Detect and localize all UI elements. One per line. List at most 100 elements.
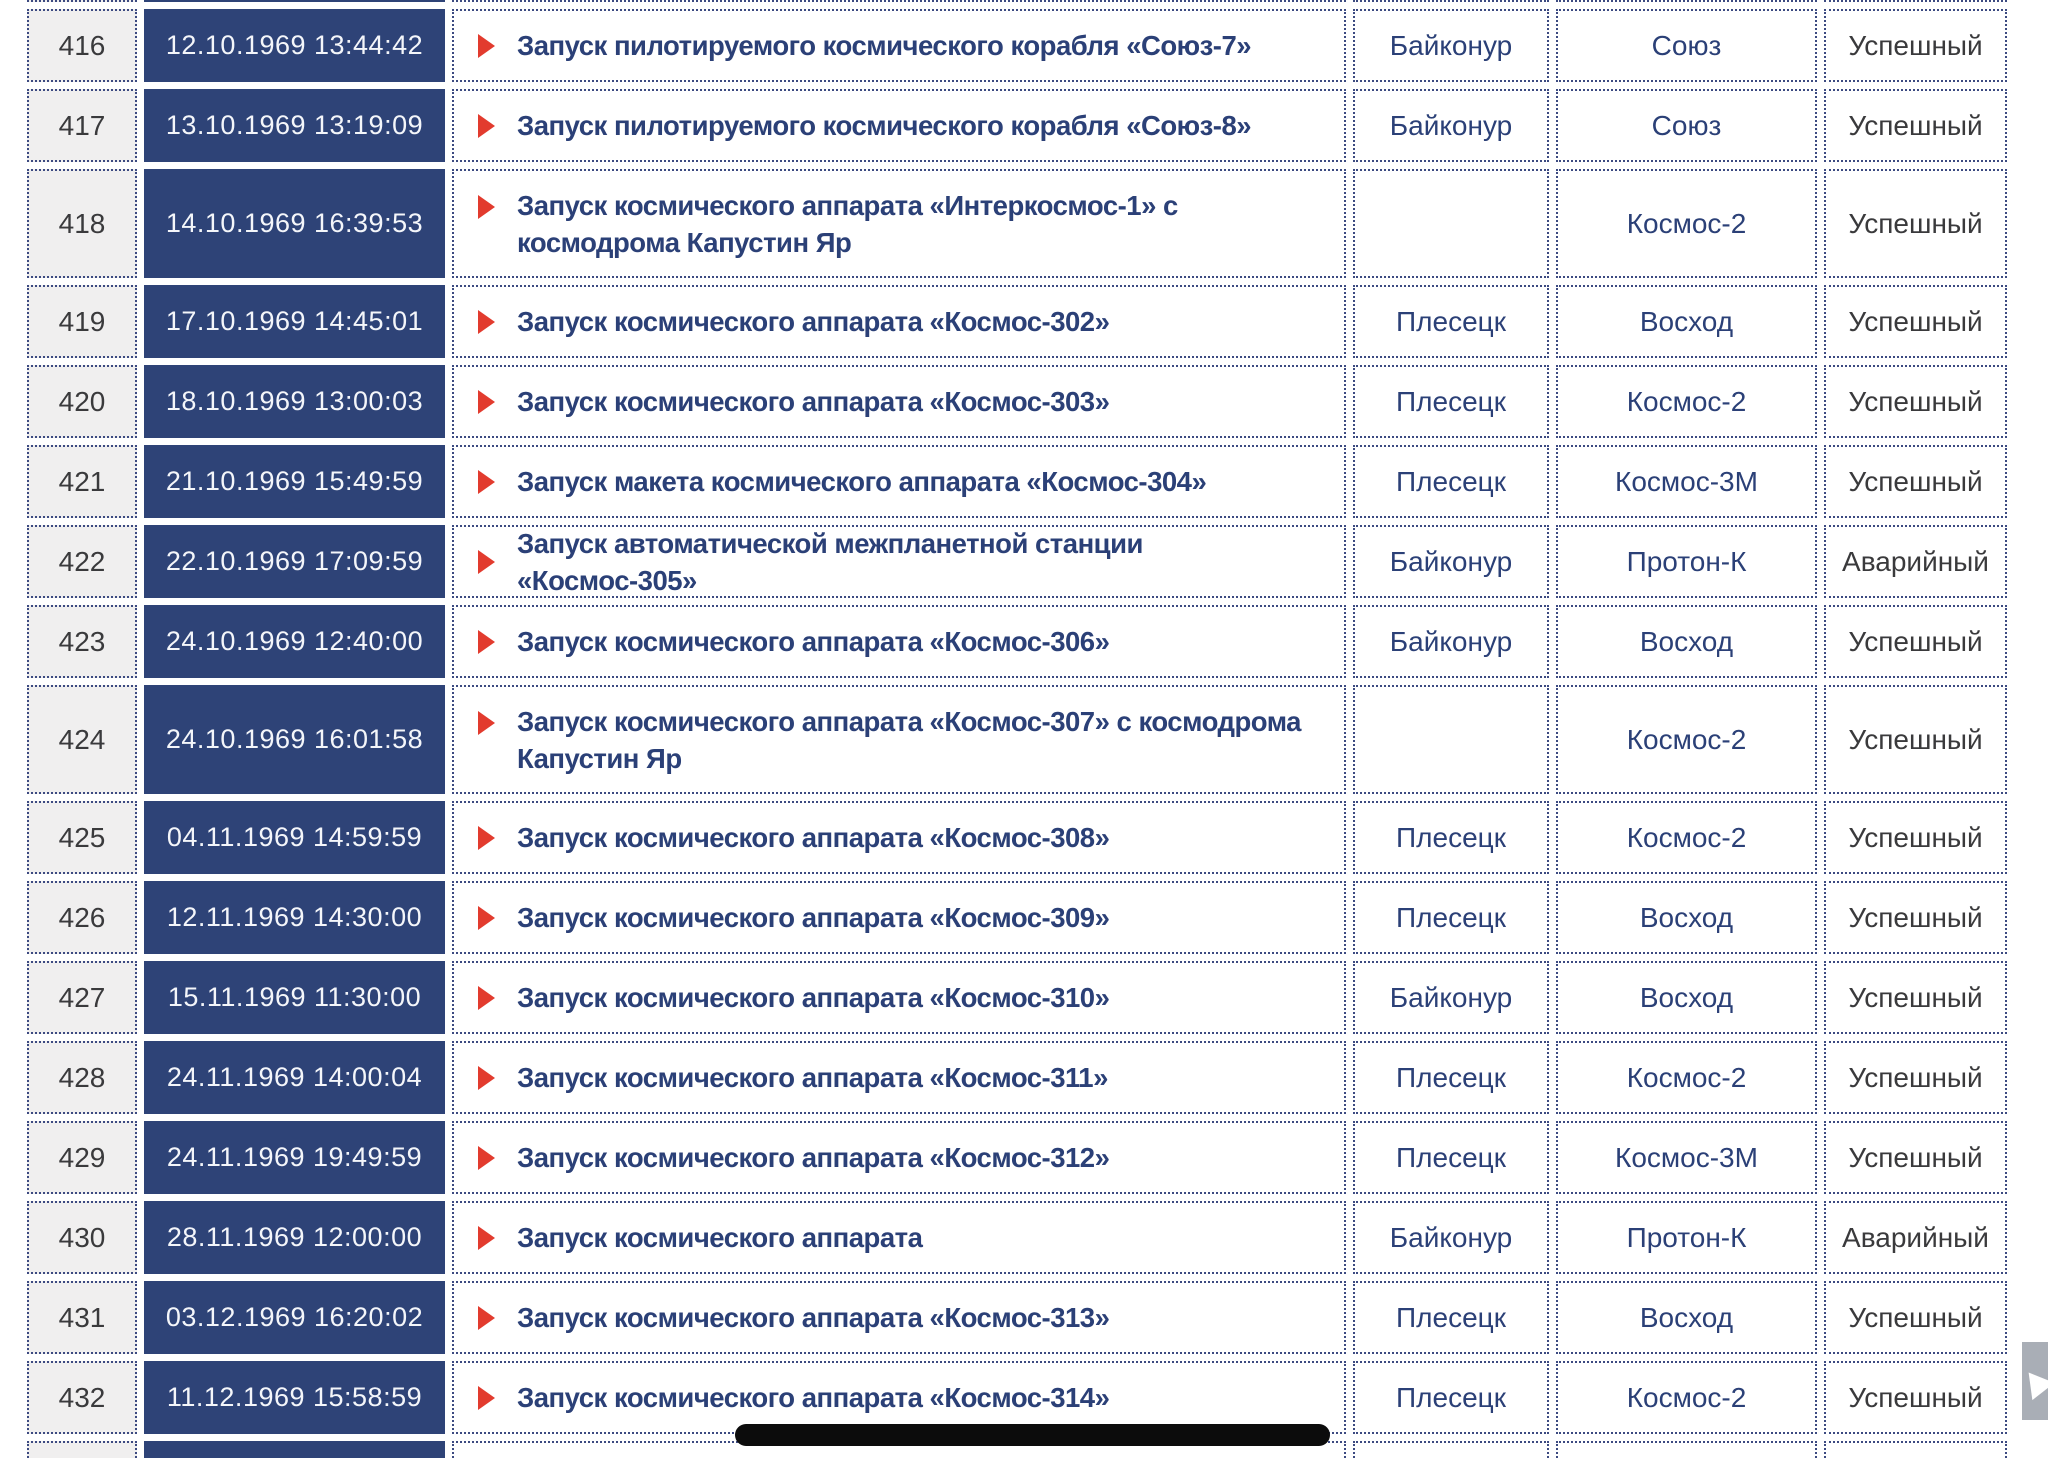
status-cell: Успешный	[1824, 801, 2007, 874]
launch-description-cell: Запуск макета космического аппарата «Кос…	[452, 445, 1346, 518]
launch-datetime-cell: 21.10.1969 15:49:59	[144, 445, 445, 518]
rocket-cell: Восход	[1556, 881, 1817, 954]
launch-description-link[interactable]: Запуск космического аппарата «Космос-308…	[517, 822, 1110, 853]
row-number-cell: 430	[27, 1201, 137, 1274]
table-row: 420 18.10.1969 13:00:03 Запуск космическ…	[27, 365, 2007, 438]
play-triangle-icon	[478, 469, 495, 494]
rocket-cell: Восход	[1556, 285, 1817, 358]
status-cell: Успешный	[1824, 169, 2007, 278]
launch-description-cell: Запуск космического аппарата «Космос-310…	[452, 961, 1346, 1034]
row-number-cell: 425	[27, 801, 137, 874]
launch-description-cell: Запуск космического аппарата «Космос-312…	[452, 1121, 1346, 1194]
launch-datetime-cell: 11.12.1969 15:58:59	[144, 1361, 445, 1434]
cosmodrome-cell: Плесецк	[1353, 285, 1549, 358]
status-cell: Аварийный	[1824, 525, 2007, 598]
launch-datetime-cell: 12.10.1969 13:44:42	[144, 9, 445, 82]
status-cell: Успешный	[1824, 1361, 2007, 1434]
table-row: 419 17.10.1969 14:45:01 Запуск космическ…	[27, 285, 2007, 358]
launch-description-cell: Запуск космического аппарата «Космос-313…	[452, 1281, 1346, 1354]
rocket-cell	[1556, 0, 1817, 2]
play-triangle-icon	[478, 1145, 495, 1170]
rocket-cell: Космос-3М	[1556, 1121, 1817, 1194]
launch-description-link[interactable]: Запуск космического аппарата «Космос-312…	[517, 1142, 1110, 1173]
play-triangle-icon	[478, 309, 495, 334]
cosmodrome-cell: Плесецк	[1353, 1281, 1549, 1354]
launch-datetime-cell: 15.11.1969 11:30:00	[144, 961, 445, 1034]
scroll-top-button[interactable]	[2017, 1342, 2048, 1420]
launch-description-link[interactable]: Запуск пилотируемого космического корабл…	[517, 30, 1252, 61]
table-row: 418 14.10.1969 16:39:53 Запуск космическ…	[27, 169, 2007, 278]
play-triangle-icon	[478, 195, 495, 219]
table-row: 432 11.12.1969 15:58:59 Запуск космическ…	[27, 1361, 2007, 1434]
status-cell: Успешный	[1824, 685, 2007, 794]
status-cell: Аварийный	[1824, 1201, 2007, 1274]
launch-description-cell: Запуск пилотируемого космического корабл…	[452, 89, 1346, 162]
launch-description-link[interactable]: Запуск пилотируемого космического корабл…	[517, 110, 1252, 141]
play-triangle-icon	[478, 629, 495, 654]
cosmodrome-cell: Байконур	[1353, 525, 1549, 598]
launch-description-link[interactable]: Запуск космического аппарата «Космос-306…	[517, 626, 1110, 657]
row-number-cell: 421	[27, 445, 137, 518]
launch-datetime-cell: 13.10.1969 13:19:09	[144, 89, 445, 162]
status-cell	[1824, 0, 2007, 2]
launch-description-link[interactable]: Запуск макета космического аппарата «Кос…	[517, 466, 1207, 497]
cosmodrome-cell: Плесецк	[1353, 801, 1549, 874]
cosmodrome-cell: Байконур	[1353, 605, 1549, 678]
status-cell: Успешный	[1824, 445, 2007, 518]
launch-description-link[interactable]: Запуск космического аппарата «Космос-311…	[517, 1062, 1108, 1093]
table-row: 416 12.10.1969 13:44:42 Запуск пилотируе…	[27, 9, 2007, 82]
row-number-cell: 416	[27, 9, 137, 82]
launch-description-link[interactable]: Запуск автоматической межпланетной станц…	[517, 527, 1143, 596]
play-triangle-icon	[478, 1225, 495, 1250]
row-number-cell: 423	[27, 605, 137, 678]
launch-description-link[interactable]: Запуск космического аппарата «Космос-314…	[517, 1382, 1110, 1413]
up-arrow-icon	[2017, 1363, 2048, 1401]
play-triangle-icon	[478, 711, 495, 735]
cosmodrome-cell	[1353, 169, 1549, 278]
launch-datetime-cell: 24.11.1969 14:00:04	[144, 1041, 445, 1114]
launch-description-cell: Запуск пилотируемого космического корабл…	[452, 9, 1346, 82]
table-row: 425 04.11.1969 14:59:59 Запуск космическ…	[27, 801, 2007, 874]
launch-description-link[interactable]: Запуск космического аппарата «Космос-307…	[517, 705, 1301, 774]
launch-description-cell	[452, 0, 1346, 2]
play-triangle-icon	[478, 905, 495, 930]
launch-description-link[interactable]: Запуск космического аппарата «Интеркосмо…	[517, 189, 1178, 258]
table-row: 422 22.10.1969 17:09:59 Запуск автоматич…	[27, 525, 2007, 598]
launch-datetime-cell: 18.10.1969 13:00:03	[144, 365, 445, 438]
horizontal-scrollbar-thumb[interactable]	[735, 1424, 1330, 1446]
rocket-cell: Космос-2	[1556, 1041, 1817, 1114]
status-cell: Успешный	[1824, 881, 2007, 954]
status-cell: Успешный	[1824, 9, 2007, 82]
play-triangle-icon	[478, 389, 495, 414]
rocket-cell: Протон-К	[1556, 1201, 1817, 1274]
rocket-cell	[1556, 1441, 1817, 1458]
row-number-cell: 428	[27, 1041, 137, 1114]
play-triangle-icon	[478, 113, 495, 138]
launch-description-cell: Запуск космического аппарата «Космос-314…	[452, 1361, 1346, 1434]
launch-datetime-cell: 17.10.1969 14:45:01	[144, 285, 445, 358]
launch-datetime-cell	[144, 1441, 445, 1458]
launch-description-link[interactable]: Запуск космического аппарата «Космос-309…	[517, 902, 1110, 933]
launch-description-link[interactable]: Запуск космического аппарата «Космос-303…	[517, 386, 1110, 417]
play-triangle-icon	[478, 33, 495, 58]
status-cell: Успешный	[1824, 89, 2007, 162]
play-triangle-icon	[478, 1305, 495, 1330]
launch-description-link[interactable]: Запуск космического аппарата «Космос-310…	[517, 982, 1110, 1013]
launch-description-link[interactable]: Запуск космического аппарата «Космос-302…	[517, 306, 1110, 337]
rocket-cell: Космос-3М	[1556, 445, 1817, 518]
row-number-cell: 417	[27, 89, 137, 162]
cosmodrome-cell	[1353, 0, 1549, 2]
table-row: 429 24.11.1969 19:49:59 Запуск космическ…	[27, 1121, 2007, 1194]
status-cell: Успешный	[1824, 961, 2007, 1034]
launch-description-cell: Запуск космического аппарата «Космос-303…	[452, 365, 1346, 438]
table-row	[27, 0, 2007, 2]
launch-description-link[interactable]: Запуск космического аппарата «Космос-313…	[517, 1302, 1110, 1333]
table-row: 427 15.11.1969 11:30:00 Запуск космическ…	[27, 961, 2007, 1034]
row-number-cell: 420	[27, 365, 137, 438]
table-row: 430 28.11.1969 12:00:00 Запуск космическ…	[27, 1201, 2007, 1274]
rocket-cell: Космос-2	[1556, 1361, 1817, 1434]
launch-description-link[interactable]: Запуск космического аппарата	[517, 1222, 923, 1253]
status-cell: Успешный	[1824, 285, 2007, 358]
rocket-cell: Союз	[1556, 89, 1817, 162]
launch-datetime-cell: 24.10.1969 16:01:58	[144, 685, 445, 794]
